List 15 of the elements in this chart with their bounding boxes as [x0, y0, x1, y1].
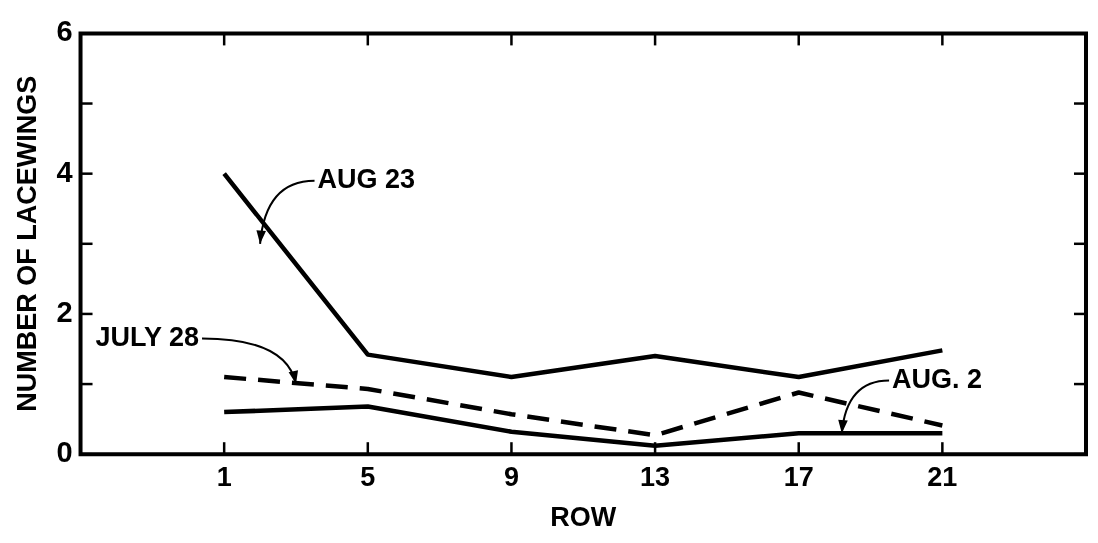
x-tick-label: 13 — [640, 461, 671, 492]
series-label: JULY 28 — [95, 321, 200, 352]
x-tick-label: 1 — [216, 461, 232, 492]
x-tick-label: 5 — [360, 461, 376, 492]
y-axis-title: NUMBER OF LACEWINGS — [11, 75, 42, 412]
y-tick-label: 4 — [56, 155, 73, 188]
y-tick-label: 6 — [56, 15, 73, 48]
x-tick-label: 9 — [503, 461, 519, 492]
x-tick-label: 17 — [783, 461, 814, 492]
text: AUG 23 — [317, 164, 416, 195]
y-tick-label: 0 — [56, 436, 73, 469]
x-tick-label: 21 — [927, 461, 958, 492]
series-label: AUG. 2 — [892, 364, 983, 395]
y-tick-label: 2 — [56, 295, 73, 328]
x-axis-title: ROW — [550, 502, 617, 533]
